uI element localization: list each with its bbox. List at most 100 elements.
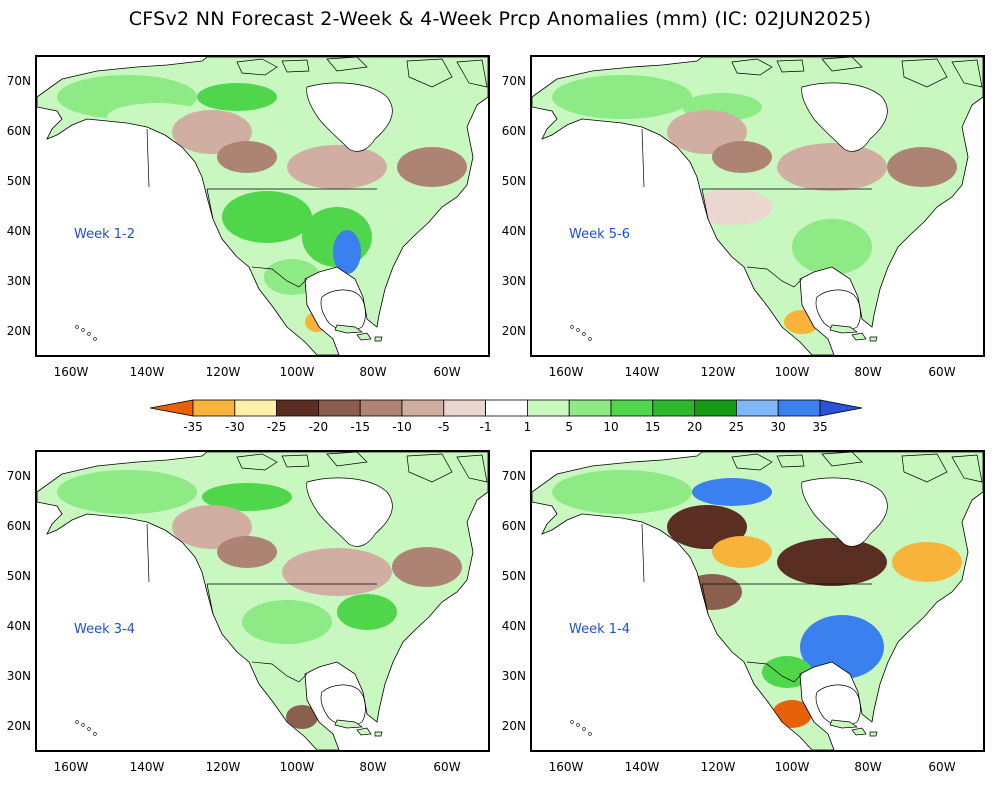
political-border [206, 188, 214, 220]
colorbar-tick-label: 20 [686, 420, 703, 434]
latitude-label: 20N [6, 719, 31, 733]
longitude-label: 100W [279, 365, 315, 379]
colorbar-tick-label: 5 [565, 420, 573, 434]
island [326, 57, 368, 72]
political-border [146, 128, 150, 188]
anomaly-region [552, 75, 692, 119]
island [87, 727, 91, 731]
latitude-label: 50N [501, 174, 526, 188]
anomaly-region [217, 536, 277, 568]
colorbar-tick-label: 30 [770, 420, 786, 434]
colorbar-swatch [610, 399, 654, 417]
latitude-label: 50N [6, 174, 31, 188]
map-panel-week-3-4: Week 3-4 [35, 450, 490, 752]
colorbar-tick-label: -5 [437, 420, 450, 434]
island [951, 454, 983, 483]
island [869, 336, 878, 342]
colorbar-swatch [359, 399, 403, 417]
longitude-label: 140W [624, 365, 660, 379]
latitude-label: 70N [501, 74, 526, 88]
island [588, 337, 592, 341]
island [374, 731, 383, 737]
colorbar-swatch [694, 399, 737, 417]
anomaly-region [712, 141, 772, 173]
anomaly-region [692, 478, 772, 506]
island [829, 719, 858, 729]
longitude-label: 160W [548, 760, 584, 774]
longitude-label: 160W [53, 760, 89, 774]
political-border [746, 661, 803, 683]
anomaly-region [692, 189, 772, 225]
island [93, 337, 97, 341]
latitude-label: 40N [501, 224, 526, 238]
island [87, 332, 91, 336]
island [326, 452, 368, 467]
anomaly-region [892, 542, 962, 582]
latitude-label: 60N [501, 519, 526, 533]
colorbar-tick-label: -10 [392, 420, 412, 434]
colorbar-swatch [401, 399, 445, 417]
colorbar-tick-label: 35 [812, 420, 828, 434]
colorbar-tick-label: -1 [479, 420, 492, 434]
colorbar-swatch [568, 399, 612, 417]
longitude-label: 100W [279, 760, 315, 774]
water-body [320, 289, 366, 331]
latitude-label: 40N [6, 619, 31, 633]
week-label: Week 1-4 [569, 622, 630, 637]
anomaly-region [286, 705, 318, 729]
island [951, 59, 983, 88]
island [75, 720, 79, 724]
longitude-label: 140W [624, 760, 660, 774]
island [81, 723, 85, 727]
island [236, 453, 278, 471]
latitude-label: 20N [501, 324, 526, 338]
colorbar-tick-label: 10 [603, 420, 619, 434]
anomaly-region [777, 538, 887, 586]
island [456, 59, 488, 88]
anomaly-region [264, 259, 320, 295]
anomaly-region [287, 145, 387, 189]
coastline [37, 57, 488, 355]
latitude-label: 30N [6, 274, 31, 288]
island [281, 454, 310, 468]
colorbar-swatch [192, 399, 236, 417]
political-border [206, 583, 214, 615]
colorbar-tick-label: 25 [728, 420, 745, 434]
longitude-label: 120W [700, 760, 736, 774]
longitude-label: 120W [205, 365, 241, 379]
map-canvas [532, 57, 983, 355]
longitude-label: 60W [433, 365, 461, 379]
latitude-label: 50N [6, 569, 31, 583]
political-border [641, 128, 645, 188]
political-border [701, 583, 709, 615]
anomaly-region [172, 505, 252, 549]
colorbar-tick-label: -15 [350, 420, 370, 434]
island [776, 59, 805, 73]
anomaly-region [172, 110, 252, 154]
colorbar-swatch [777, 399, 821, 417]
colorbar-tick-label: -30 [224, 420, 245, 434]
colorbar-swatch [736, 399, 779, 417]
latitude-label: 30N [6, 669, 31, 683]
water-body [306, 477, 393, 547]
colorbar-swatch [317, 399, 361, 417]
political-border [641, 523, 645, 583]
anomaly-region [57, 470, 197, 514]
island [829, 324, 858, 334]
colorbar-swatch [527, 399, 570, 417]
longitude-label: 120W [205, 760, 241, 774]
island [356, 727, 372, 736]
week-label: Week 1-2 [74, 227, 135, 242]
political-border [251, 266, 308, 288]
island [576, 723, 580, 727]
anomaly-region [197, 83, 277, 111]
map-panel-week-5-6: Week 5-6 [530, 55, 985, 357]
anomaly-region [800, 615, 884, 679]
chart-title: CFSv2 NN Forecast 2-Week & 4-Week Prcp A… [128, 8, 872, 30]
latitude-label: 20N [501, 719, 526, 733]
longitude-label: 140W [129, 365, 165, 379]
colorbar-arrow-left [149, 399, 194, 417]
coastline [37, 452, 488, 750]
latitude-label: 30N [501, 274, 526, 288]
anomaly-region [682, 574, 742, 610]
